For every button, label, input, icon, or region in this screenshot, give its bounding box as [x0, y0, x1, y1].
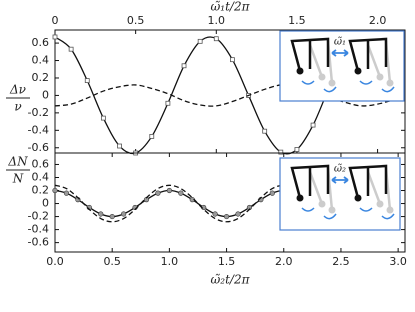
marker [149, 134, 155, 139]
plot-frame [54, 152, 406, 253]
swing-arrow [381, 213, 395, 220]
x-tick-label: 1.0 [208, 14, 226, 27]
marker [121, 211, 127, 217]
plots: 0 0.5 1.0 1.5 2.00.60.40.20-0.2-0.4-0.6ω̃₁t/… [6, 0, 407, 287]
y-tick-label: 0 [42, 197, 49, 210]
panel: 0 0.5 1.0 1.5 2.0 0.6 0.4 0.2 0 -0.2 -0.4 -0.6 ω̃₁t/… [6, 0, 406, 156]
bob-ghost [318, 200, 326, 208]
y-tick-label: -0.6 [28, 141, 49, 154]
marker [165, 100, 171, 106]
y-tick-label: -0.4 [28, 123, 49, 136]
marker [68, 46, 74, 52]
bob-ghost [328, 206, 336, 214]
marker [117, 143, 122, 149]
series-line [54, 84, 394, 107]
coupling-label: ω̃₁ [334, 37, 346, 48]
marker [235, 211, 241, 217]
bob-ghost [386, 206, 394, 214]
marker [98, 211, 104, 217]
y-tick-label: 0.4 [32, 170, 50, 183]
pendulum-ghost [308, 44, 324, 78]
marker [52, 187, 58, 194]
marker [310, 122, 316, 128]
marker [52, 34, 58, 40]
x-axis-title: ω̃₁t/2π [211, 0, 251, 14]
marker [278, 149, 284, 155]
swing-arrow [359, 80, 373, 85]
y-tick-label: 0 [42, 88, 49, 101]
swing-arrow [381, 86, 395, 93]
marker [109, 213, 115, 220]
swing-arrow [301, 80, 315, 85]
x-tick-label: 2.0 [369, 14, 387, 27]
pendulum-ghost [366, 171, 382, 205]
coupling-arrow [331, 176, 349, 184]
x-tick-label: 1.5 [288, 14, 306, 27]
pendulum-ghost [366, 44, 382, 78]
marker [294, 147, 300, 152]
marker [166, 187, 172, 194]
y-tick-label: 0.6 [32, 36, 50, 49]
bob [354, 67, 362, 75]
y-tick-label: -0.4 [28, 223, 49, 236]
y-tick-label: 0.2 [32, 71, 50, 84]
marker [223, 213, 230, 220]
pendulum-ghost [308, 171, 324, 205]
marker [197, 38, 203, 44]
x-tick-label: 2.5 [332, 255, 350, 268]
marker [63, 190, 70, 196]
marker [262, 128, 268, 134]
bob-ghost [328, 79, 336, 87]
x-tick-label: 0 [52, 14, 59, 27]
bob [296, 194, 304, 202]
swing-arrow [323, 86, 337, 93]
x-axis-title: ω̃₂t/2π [211, 273, 251, 287]
x-tick-label: 1.0 [161, 255, 179, 268]
y-label-numerator: ΔN [7, 155, 28, 169]
marker [212, 211, 218, 217]
x-tick-label: 2.0 [275, 255, 293, 268]
y-tick-label: -0.6 [28, 236, 49, 249]
marker [155, 190, 161, 196]
marker [181, 63, 187, 69]
marker [213, 36, 219, 42]
swing-arrow [323, 213, 337, 220]
inset: ω̃₁ [279, 30, 405, 102]
inset: ω̃₂ [279, 157, 401, 231]
panel: 0.0 0.5 1.0 1.5 2.0 2.5 3.0 0.60.40.20-0.2-0.4-… [6, 152, 407, 287]
y-tick-label: -0.2 [28, 106, 49, 119]
bob-ghost [376, 73, 384, 81]
coupling-label: ω̃₂ [334, 164, 346, 175]
x-tick-label: 3.0 [389, 255, 407, 268]
coupling-arrow [331, 49, 349, 57]
x-tick-label: 0.5 [103, 255, 121, 268]
swing-arrow [359, 207, 373, 212]
y-tick-label: -0.2 [28, 210, 49, 223]
y-label-denominator: ν [14, 100, 21, 114]
marker [269, 190, 275, 196]
marker [84, 78, 90, 83]
bob-ghost [318, 73, 326, 81]
x-tick-label: 0.0 [46, 255, 64, 268]
marker [178, 190, 184, 196]
y-tick-label: 0.2 [32, 184, 50, 197]
marker [230, 57, 235, 63]
y-label-denominator: N [12, 172, 24, 186]
bob-ghost [386, 79, 394, 87]
x-tick-label: 1.5 [218, 255, 236, 268]
y-tick-label: 0.4 [32, 54, 50, 67]
bob [354, 194, 362, 202]
y-tick-label: 0.6 [32, 157, 50, 170]
x-tick-label: 0.5 [127, 14, 145, 27]
bob [296, 67, 304, 75]
swing-arrow [301, 207, 315, 212]
bob-ghost [376, 200, 384, 208]
marker [100, 115, 106, 121]
y-label-numerator: Δν [9, 83, 26, 97]
